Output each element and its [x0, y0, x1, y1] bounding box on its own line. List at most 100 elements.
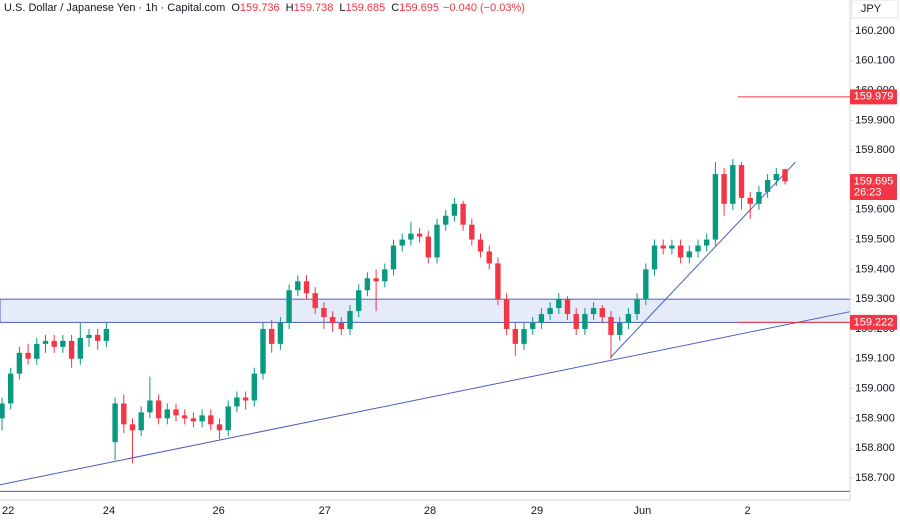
x-tick-label: Jun: [633, 505, 651, 517]
candle-body: [469, 224, 475, 240]
candle-body: [408, 233, 414, 240]
candle-body: [416, 233, 423, 237]
ohlc-value: 159.695: [399, 2, 439, 14]
price-tag: [850, 89, 897, 105]
candle-body: [764, 179, 771, 192]
candle-body: [329, 317, 336, 324]
candle-body: [234, 397, 240, 407]
candle-body: [295, 281, 301, 291]
candle-body: [251, 373, 258, 401]
candle-body: [103, 328, 110, 341]
candle-body: [756, 191, 762, 204]
candle-body: [399, 239, 405, 246]
candle-body: [730, 165, 736, 204]
candle-body: [738, 165, 745, 198]
candle-body: [512, 328, 519, 344]
candle-body: [477, 239, 484, 252]
candle-body: [521, 328, 527, 344]
candle-body: [260, 328, 266, 374]
candle-body: [634, 299, 640, 315]
candle-body: [782, 169, 788, 182]
candle-body: [42, 340, 49, 344]
candle-body: [347, 311, 353, 329]
trendline: [0, 311, 851, 486]
y-tick-label: 158.700: [855, 472, 895, 484]
symbol: U.S. Dollar / Japanese Yen · 1h · Capita…: [4, 2, 225, 14]
candle-body: [77, 337, 83, 359]
x-tick-label: 24: [103, 505, 115, 517]
candle-body: [495, 263, 501, 300]
price-tag-label: 159.979: [854, 91, 894, 103]
candle-body: [503, 299, 510, 329]
price-tag-label: 159.695: [854, 175, 894, 187]
candle-body: [312, 293, 318, 309]
candle-body: [86, 334, 92, 338]
ohlc-value: 159.738: [294, 2, 334, 14]
candle-body: [364, 278, 371, 291]
candle-body: [486, 251, 492, 264]
price-tag-timer: 26:23: [854, 186, 882, 198]
y-tick-label: 159.600: [855, 204, 895, 216]
price-tag-label: 159.222: [854, 316, 894, 328]
change: −0.040 (−0.03%): [443, 2, 525, 14]
candle-body: [686, 251, 693, 258]
ohlc-key: L: [339, 2, 345, 14]
candle-body: [269, 328, 275, 344]
candle-body: [138, 412, 144, 431]
ohlc-key: C: [391, 2, 399, 14]
candle-body: [434, 224, 440, 258]
candle-body: [651, 245, 658, 270]
x-tick-label: 22: [2, 505, 14, 517]
candle-body: [208, 415, 214, 425]
ohlc-key: O: [231, 2, 240, 14]
candle-body: [338, 323, 345, 329]
y-tick-label: 159.400: [855, 263, 895, 275]
candle-body: [303, 281, 310, 294]
candle-body: [173, 409, 179, 416]
candle-body: [712, 174, 719, 240]
candle-body: [451, 203, 458, 216]
y-tick-label: 158.800: [855, 442, 895, 454]
chart-header: U.S. Dollar / Japanese Yen · 1h · Capita…: [4, 2, 525, 14]
trendline: [609, 161, 796, 359]
candle-body: [643, 269, 649, 300]
y-tick-label: 159.800: [855, 144, 895, 156]
currency-box: [851, 0, 899, 19]
candle-body: [390, 245, 397, 270]
candle-body: [625, 314, 632, 324]
candle-body: [112, 403, 118, 443]
price-axis: [850, 0, 900, 521]
candle-body: [660, 245, 666, 249]
x-tick-label: 29: [531, 505, 543, 517]
candle-body: [373, 278, 379, 282]
y-tick-label: 160.100: [855, 55, 895, 67]
candle-body: [538, 314, 545, 324]
x-tick-label: 26: [213, 505, 225, 517]
candle-body: [121, 403, 127, 425]
price-tag: [850, 173, 897, 200]
currency: JPY: [861, 3, 882, 15]
candle-body: [608, 317, 614, 335]
ohlc-value: 159.736: [240, 2, 280, 14]
candle-body: [25, 352, 31, 359]
candle-body: [564, 299, 571, 315]
candle-body: [225, 406, 231, 431]
candle-body: [199, 415, 205, 422]
y-tick-label: 159.300: [855, 293, 895, 305]
candle-body: [695, 245, 701, 252]
candle-body: [721, 174, 727, 204]
candle-body: [216, 424, 223, 431]
y-tick-label: 158.900: [855, 412, 895, 424]
candle-body: [356, 290, 362, 312]
candle-body: [669, 245, 675, 249]
candle-body: [51, 340, 57, 347]
candle-body: [599, 308, 606, 318]
time-axis: [0, 500, 850, 521]
candle-body: [182, 415, 188, 419]
candle-body: [460, 203, 466, 225]
candle-body: [530, 323, 536, 329]
candle-body: [382, 269, 388, 282]
ohlc-value: 159.685: [346, 2, 386, 14]
candle-body: [242, 397, 249, 401]
